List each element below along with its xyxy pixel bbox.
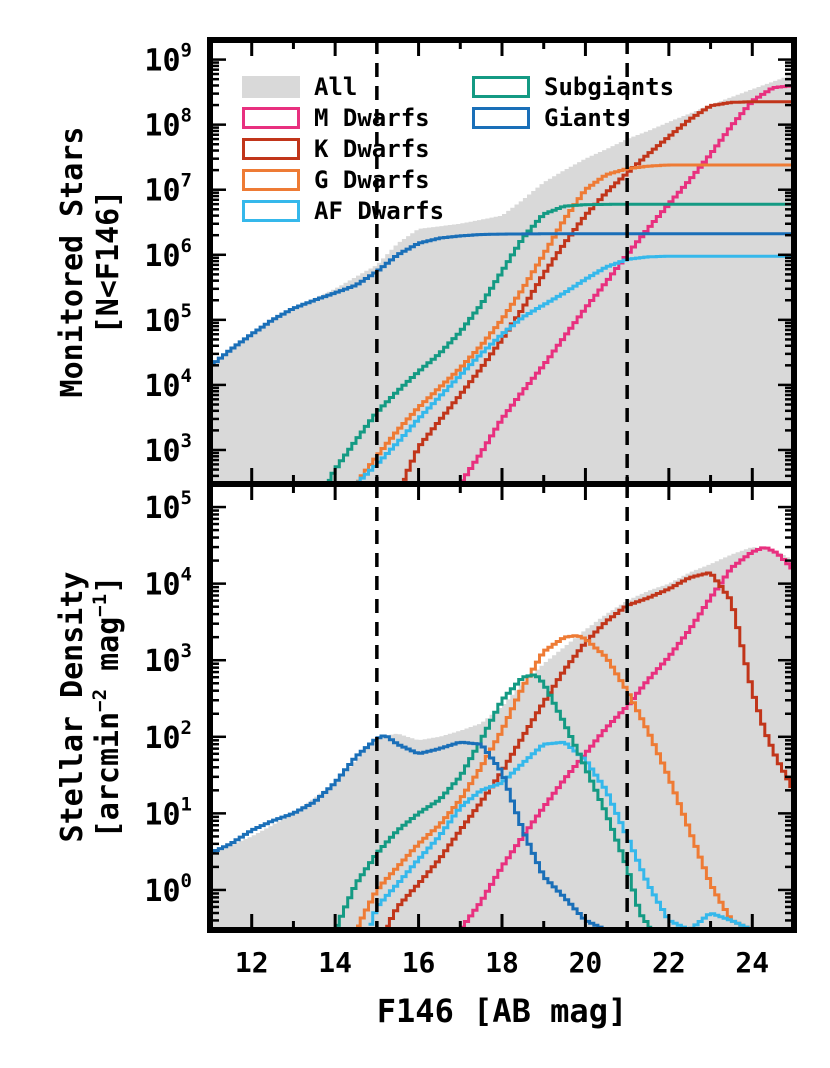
y-tick-label: 102: [144, 717, 192, 756]
series-subgiants-line: [335, 673, 653, 929]
y-tick-label: 104: [144, 365, 192, 404]
ylabel2-suffix: ]: [91, 576, 126, 594]
ylabel2-sup2: −1: [89, 594, 111, 617]
legend-swatch-m-dwarfs: [242, 107, 300, 129]
legend-swatch-k-dwarfs: [242, 138, 300, 160]
top-series-layer: [210, 74, 794, 485]
ylabel2-prefix: [arcmin: [91, 712, 126, 838]
legend-label-af-dwarfs: AF Dwarfs: [314, 197, 444, 225]
series-af-dwarfs-line: [356, 254, 794, 484]
series-subgiants-line: [326, 202, 794, 482]
legend-label-subgiants: Subgiants: [544, 73, 674, 101]
x-tick-label: 22: [652, 946, 686, 979]
x-tick-label: 14: [318, 946, 352, 979]
y-tick-label: 103: [144, 640, 192, 679]
legend-swatch-g-dwarfs: [242, 169, 300, 191]
legend-swatch-giants: [472, 107, 530, 129]
legend-label-m-dwarfs: M Dwarfs: [314, 104, 430, 132]
legend-swatch-subgiants: [472, 76, 530, 98]
y-tick-label: 109: [144, 40, 192, 79]
x-axis-label: F146 [AB mag]: [377, 992, 627, 1030]
series-m-dwarfs-line: [460, 546, 794, 929]
y-tick-label: 106: [144, 235, 192, 274]
series-giants-line: [210, 734, 607, 931]
series-giants-line: [210, 232, 794, 367]
series-k-dwarfs-line: [401, 100, 794, 481]
series-k-dwarfs-line: [385, 571, 794, 928]
bottom-ylabel-line1: Stellar Density: [55, 572, 90, 843]
legend-label-g-dwarfs: G Dwarfs: [314, 166, 430, 194]
x-tick-label: 18: [485, 946, 519, 979]
x-tick-label: 20: [569, 946, 603, 979]
y-tick-label: 108: [144, 105, 192, 144]
legend-swatch-all: [242, 76, 300, 98]
y-tick-label: 103: [144, 430, 192, 469]
y-tick-label: 105: [144, 487, 192, 526]
bottom-panel: 100 101 102 103 104 105 12 14 16 18 20 22 24 Stellar…: [55, 481, 797, 1030]
ylabel2-sup1: −2: [89, 689, 111, 712]
bottom-reference-lines: [375, 484, 629, 930]
legend: All M Dwarfs K Dwarfs G Dwarfs AF Dwarfs Subg…: [242, 73, 674, 225]
x-tick-label: 12: [235, 946, 269, 979]
y-tick-label: 104: [144, 564, 192, 603]
y-tick-label: 100: [144, 870, 192, 909]
top-panel: 103 104 105 106 107 108 109 All M Dwarfs K Dwarf…: [55, 37, 797, 487]
series-g-dwarfs-line: [356, 634, 753, 931]
y-tick-label: 101: [144, 793, 192, 832]
legend-label-all: All: [314, 73, 357, 101]
bottom-ylabel-line2: [arcmin−2 mag−1]: [89, 576, 126, 839]
x-tick-label: 24: [735, 946, 769, 979]
series-all-area: [210, 547, 794, 930]
x-tick-label: 16: [402, 946, 436, 979]
legend-swatch-af-dwarfs: [242, 200, 300, 222]
top-ylabel-line1: Monitored Stars: [55, 127, 90, 398]
bottom-series-layer: [210, 546, 794, 931]
series-all-area: [210, 74, 794, 485]
y-tick-label: 105: [144, 300, 192, 339]
top-reference-lines: [375, 40, 629, 484]
series-g-dwarfs-line: [356, 163, 794, 483]
y-tick-label: 107: [144, 170, 192, 209]
ylabel2-mid: mag: [91, 617, 126, 689]
legend-label-k-dwarfs: K Dwarfs: [314, 135, 430, 163]
bottom-plot-frame: [207, 481, 797, 933]
top-ylabel-line2: [N<F146]: [91, 190, 126, 335]
legend-label-giants: Giants: [544, 104, 631, 132]
